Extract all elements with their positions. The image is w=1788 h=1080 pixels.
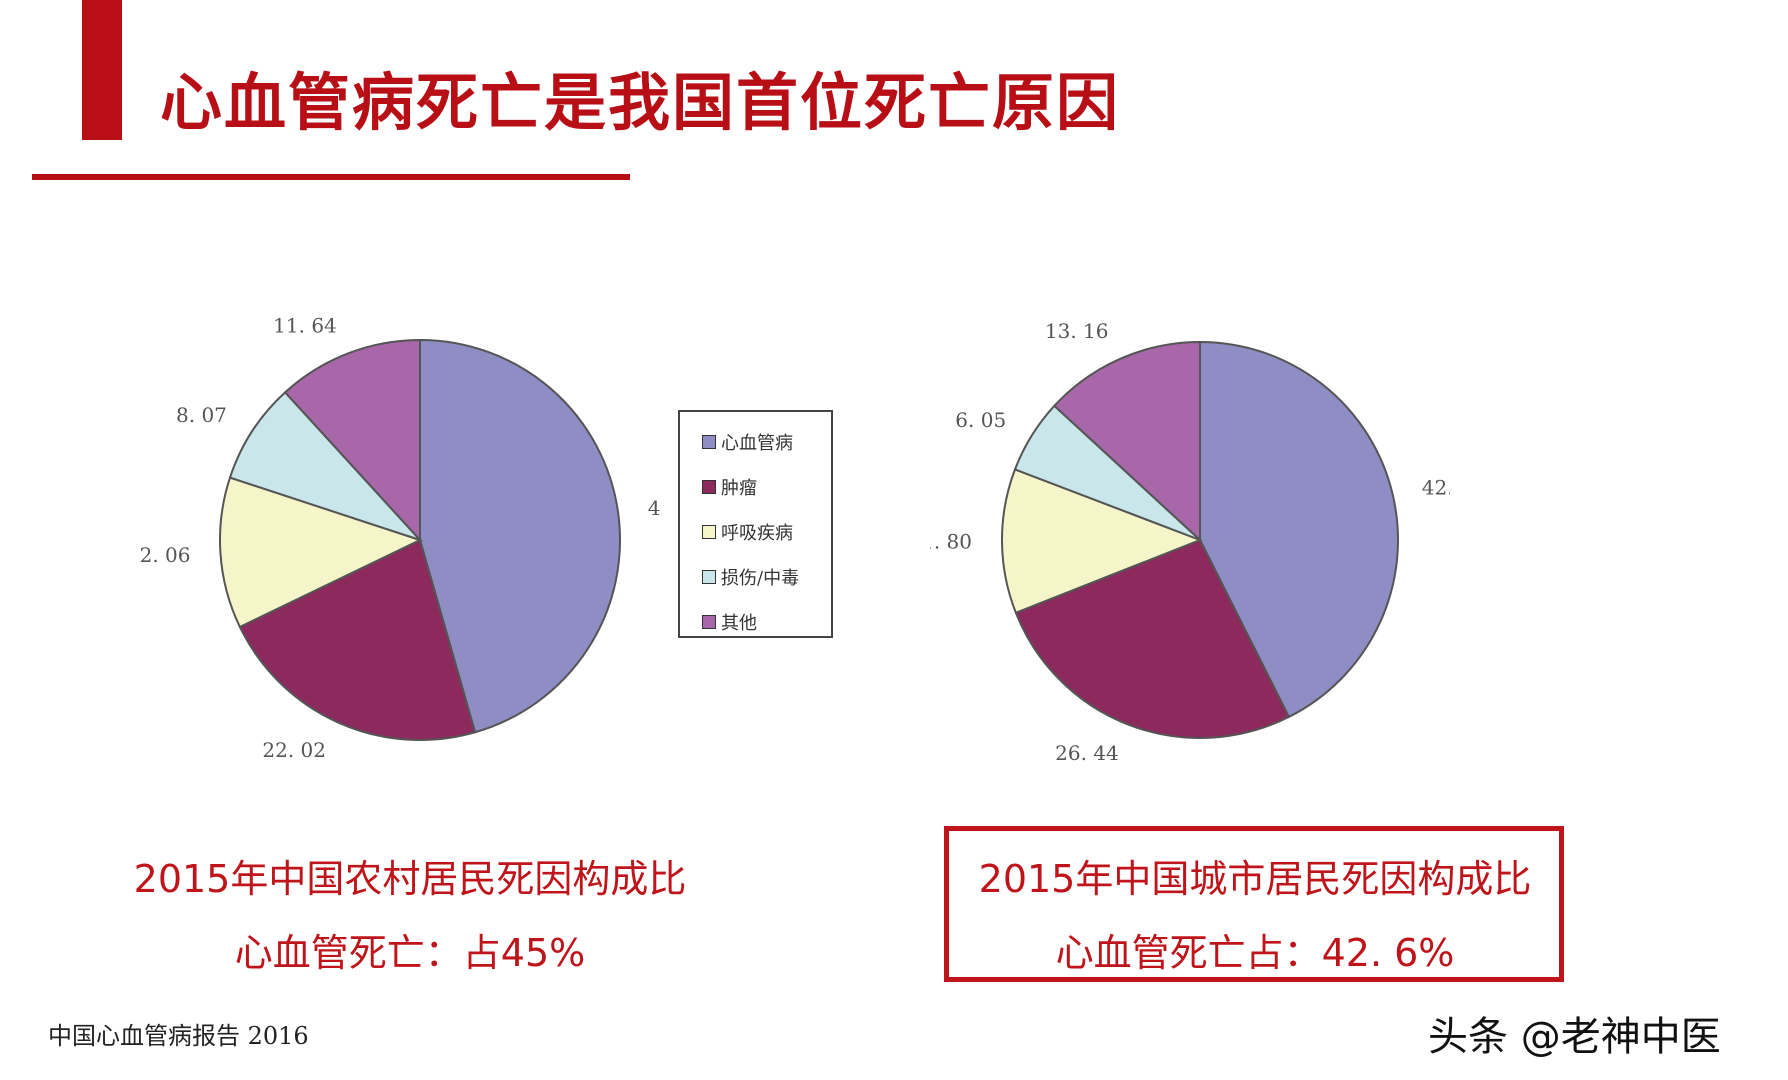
legend-swatch-cardiovascular [702, 435, 716, 449]
urban-slice-tumor [1014, 538, 1291, 739]
rural-slice-injury [228, 390, 424, 543]
rural-pie-chart: 45. 01 22. 02 12. 06 8. 07 11. 64 [140, 314, 660, 762]
urban-slice-cardiovascular [1199, 340, 1399, 719]
title-underline [32, 174, 630, 180]
legend-swatch-other [702, 615, 716, 629]
urban-slice-other [1052, 340, 1201, 543]
legend-label-other: 其他 [721, 613, 757, 634]
slide-title: 心血管病死亡是我国首位死亡原因 [160, 66, 1121, 139]
legend-item-other: 其他 [702, 610, 757, 634]
urban-slice-respiratory [1001, 468, 1203, 615]
urban-label-cardiovascular: 42. 61 [1422, 475, 1450, 499]
rural-slice-other [283, 338, 421, 543]
urban-cardiovascular-share: 心血管死亡占：42. 6% [1055, 931, 1455, 975]
urban-label-injury: 6. 05 [955, 408, 1006, 432]
legend-label-cardiovascular: 心血管病 [721, 433, 793, 454]
rural-label-injury: 8. 07 [176, 403, 227, 427]
source-citation: 中国心血管病报告 2016 [48, 1022, 309, 1050]
rural-chart-caption: 2015年中国农村居民死因构成比 [133, 857, 687, 901]
rural-cardiovascular-share: 心血管死亡：占45% [234, 931, 586, 975]
title-accent-bar [82, 0, 122, 140]
urban-highlight-box [944, 826, 1564, 982]
legend-label-respiratory: 呼吸疾病 [721, 523, 793, 544]
urban-chart-caption: 2015年中国城市居民死因构成比 [978, 857, 1532, 901]
legend-item-tumor: 肿瘤 [702, 475, 757, 499]
legend-swatch-tumor [702, 480, 716, 494]
rural-label-tumor: 22. 02 [262, 738, 326, 762]
rural-label-cardiovascular: 45. 01 [648, 496, 660, 520]
legend-swatch-injury [702, 570, 716, 584]
rural-slice-cardiovascular [419, 338, 622, 734]
rural-slice-respiratory [219, 476, 423, 629]
urban-label-tumor: 26. 44 [1055, 741, 1119, 765]
rural-slice-tumor [238, 538, 477, 741]
legend-label-tumor: 肿瘤 [721, 478, 757, 499]
rural-label-other: 11. 64 [273, 314, 337, 338]
chart-legend: 心血管病 肿瘤 呼吸疾病 损伤/中毒 其他 [678, 410, 833, 638]
legend-swatch-respiratory [702, 525, 716, 539]
rural-label-respiratory: 12. 06 [140, 543, 191, 567]
legend-item-respiratory: 呼吸疾病 [702, 520, 793, 544]
legend-item-injury: 损伤/中毒 [702, 565, 799, 589]
watermark: 头条 @老神中医 [1428, 1014, 1721, 1060]
legend-label-injury: 损伤/中毒 [721, 568, 800, 589]
urban-pie-chart: 42. 61 26. 44 11. 80 6. 05 13. 16 [930, 319, 1450, 765]
legend-item-cardiovascular: 心血管病 [702, 430, 793, 454]
urban-label-other: 13. 16 [1045, 319, 1109, 343]
urban-label-respiratory: 11. 80 [930, 529, 972, 553]
